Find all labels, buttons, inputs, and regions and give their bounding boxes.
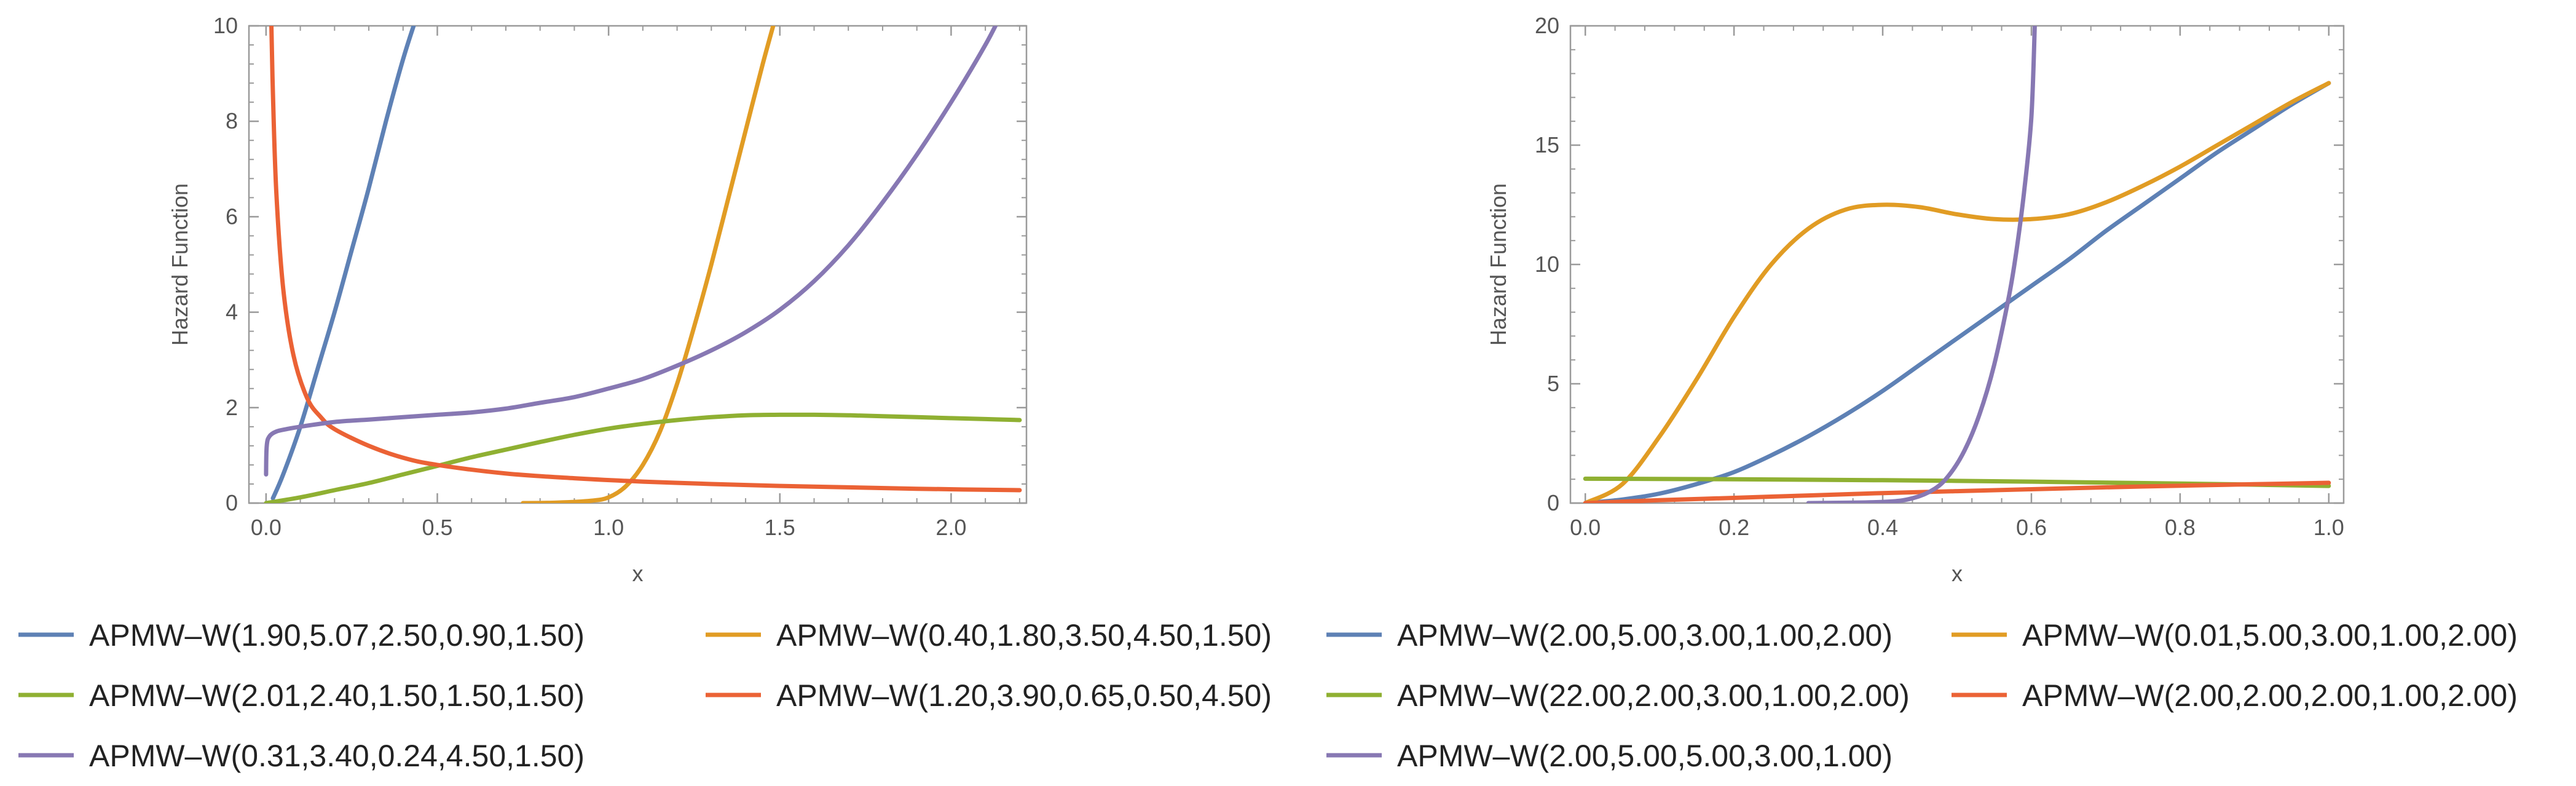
y-axis-title: Hazard Function	[1486, 183, 1511, 346]
x-tick-label: 1.0	[2314, 515, 2344, 540]
plot-frame	[248, 25, 1028, 504]
x-tick-label: 0.0	[251, 515, 282, 540]
series-line	[1806, 26, 2037, 503]
series-line	[264, 26, 998, 477]
series-line	[264, 412, 1022, 503]
chart-right: 0.0 0.2 0.4 0.6 0.8 1.0 0 5 10 15 20 x Hazard Functi…	[1486, 13, 2345, 586]
y-tick-label: 0	[1547, 490, 1559, 515]
legend-label: APMW–W(2.00,5.00,5.00,3.00,1.00)	[1397, 739, 1893, 773]
x-tick-label: 0.8	[2165, 515, 2196, 540]
legend-label: APMW–W(2.01,2.40,1.50,1.50,1.50)	[89, 678, 585, 713]
legend-label: APMW–W(0.01,5.00,3.00,1.00,2.00)	[2022, 618, 2518, 653]
series-group	[1583, 26, 2331, 503]
x-tick-label: 2.0	[935, 515, 966, 540]
y-tick-label: 6	[226, 204, 238, 229]
y-tick-label: 15	[1535, 132, 1559, 157]
y-tick-label: 20	[1535, 13, 1559, 38]
series-line	[1583, 81, 2331, 503]
series-line	[521, 26, 776, 503]
y-tick-label: 2	[226, 395, 238, 420]
x-tick-label: 0.2	[1719, 515, 1749, 540]
series-line	[269, 26, 1022, 493]
legend-left: APMW–W(1.90,5.07,2.50,0.90,1.50) APMW–W(0…	[18, 618, 1272, 773]
y-tick-label: 0	[226, 490, 238, 515]
series-line	[270, 26, 416, 501]
legend-label: APMW–W(2.00,5.00,3.00,1.00,2.00)	[1397, 618, 1893, 653]
legend-label: APMW–W(1.90,5.07,2.50,0.90,1.50)	[89, 618, 585, 653]
y-tick-label: 4	[226, 300, 238, 325]
x-tick-label: 0.6	[2016, 515, 2047, 540]
legend-label: APMW–W(0.40,1.80,3.50,4.50,1.50)	[776, 618, 1272, 653]
y-tick-label: 5	[1547, 371, 1559, 396]
chart-left: 0.0 0.5 1.0 1.5 2.0 0 2 4 6 8 10 x Hazard Function	[167, 13, 1028, 586]
series-group	[264, 26, 1022, 503]
y-tick-label: 8	[226, 108, 238, 133]
x-axis-title: x	[632, 561, 644, 586]
x-tick-label: 1.0	[593, 515, 624, 540]
x-tick-label: 0.4	[1867, 515, 1898, 540]
legend-label: APMW–W(1.20,3.90,0.65,0.50,4.50)	[776, 678, 1272, 713]
x-tick-label: 1.5	[765, 515, 795, 540]
legend-label: APMW–W(22.00,2.00,3.00,1.00,2.00)	[1397, 678, 1910, 713]
y-tick-label: 10	[1535, 252, 1559, 277]
plot-frame	[1569, 25, 2345, 504]
series-line	[1583, 81, 2331, 503]
y-tick-label: 10	[213, 13, 238, 38]
y-axis-title: Hazard Function	[167, 183, 192, 346]
x-tick-label: 0.0	[1570, 515, 1601, 540]
x-tick-label: 0.5	[422, 515, 452, 540]
legend-label: APMW–W(2.00,2.00,2.00,1.00,2.00)	[2022, 678, 2518, 713]
series-line	[1583, 480, 2331, 503]
legend-right: APMW–W(2.00,5.00,3.00,1.00,2.00) APMW–W(0…	[1326, 618, 2518, 773]
legend-label: APMW–W(0.31,3.40,0.24,4.50,1.50)	[89, 739, 585, 773]
x-axis-title: x	[1952, 561, 1963, 586]
